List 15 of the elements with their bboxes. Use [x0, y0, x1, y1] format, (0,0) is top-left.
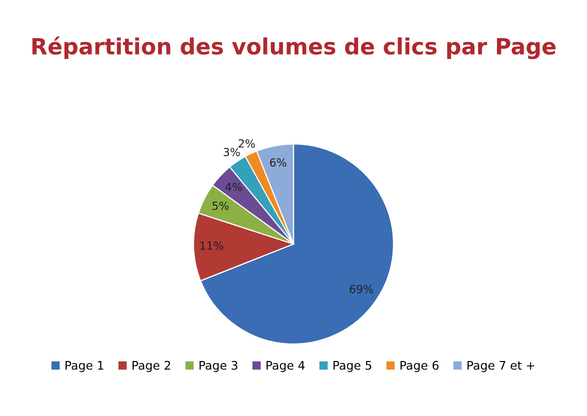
legend-label: Page 5 [334, 361, 372, 372]
legend-label: Page 2 [132, 360, 170, 372]
data-label: 6% [270, 158, 286, 167]
data-label: 4% [225, 182, 242, 192]
legend-label: Page 7 et + [468, 361, 534, 372]
legend-label: Page 6 [400, 360, 439, 372]
data-label: 11% [200, 241, 224, 250]
data-label: 2% [238, 139, 255, 148]
data-label: 5% [212, 202, 229, 210]
data-label: 3% [224, 148, 240, 156]
legend-label: Page 1 [66, 361, 104, 372]
legend-label: Page 4 [266, 361, 305, 372]
chart-title: Répartition des volumes de clics par Page [32, 36, 556, 60]
data-label: 69% [350, 284, 374, 294]
legend-label: Page 3 [200, 360, 238, 372]
